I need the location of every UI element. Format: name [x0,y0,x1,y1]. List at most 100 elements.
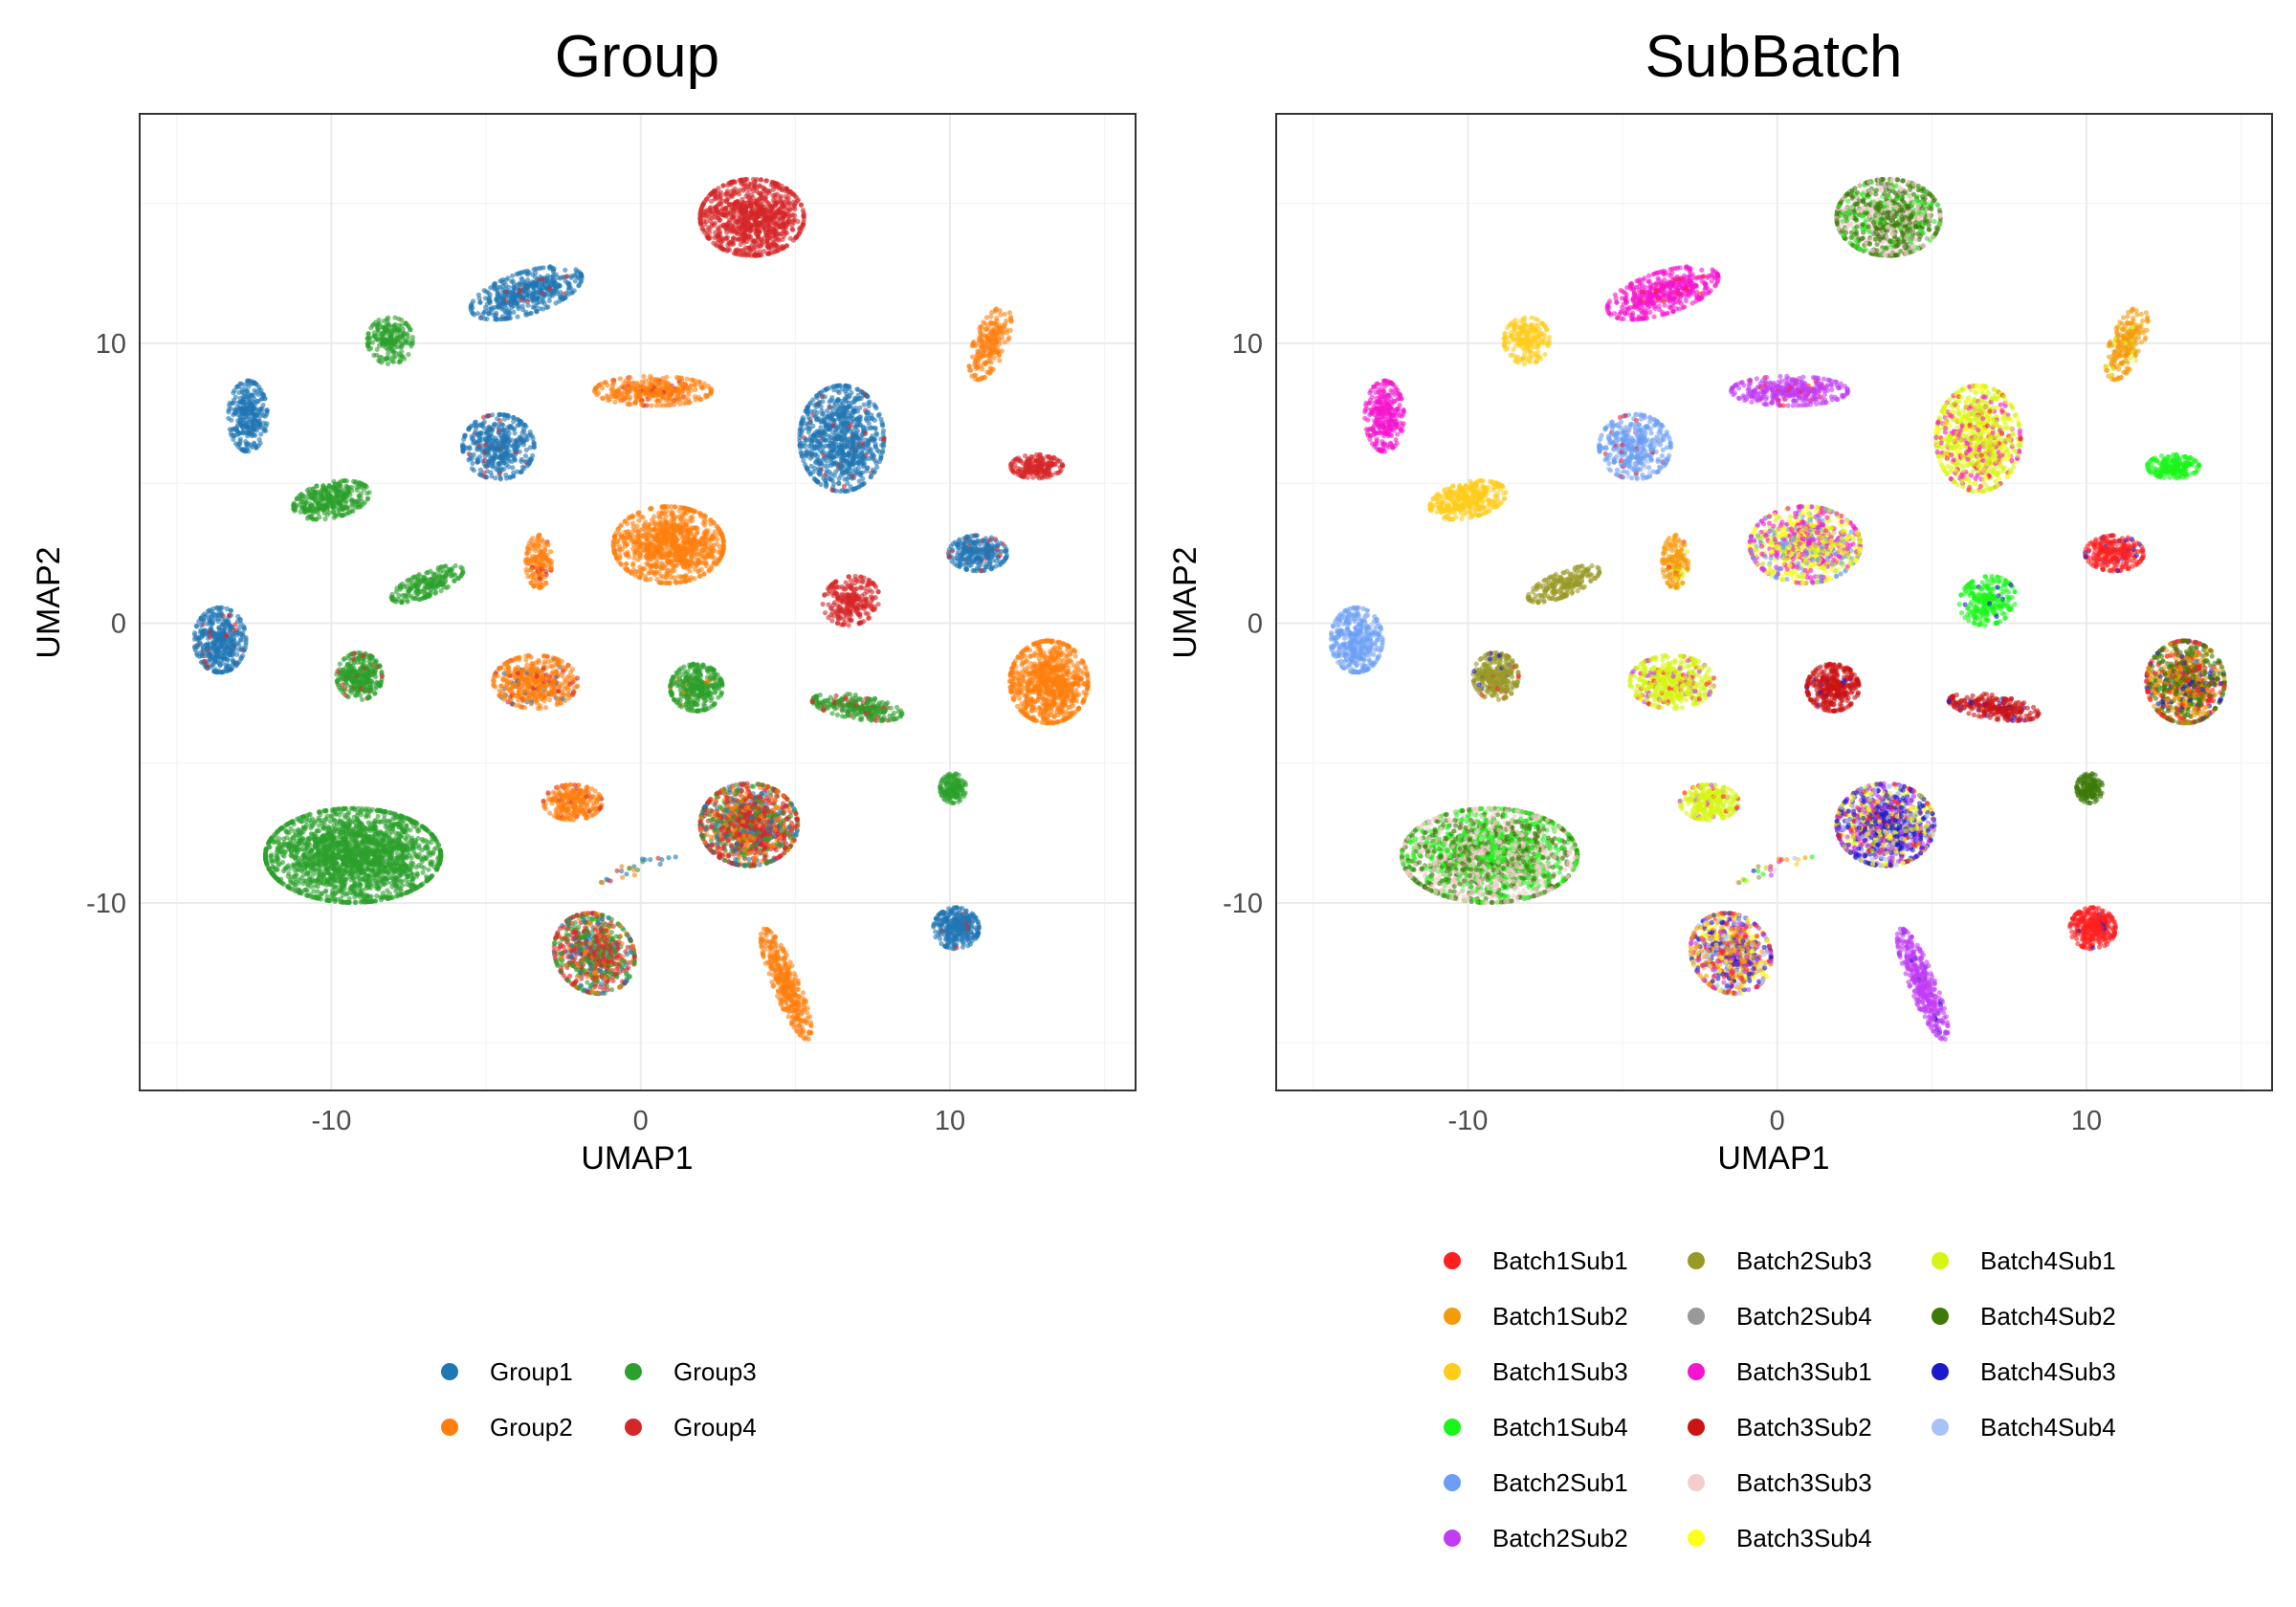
scatter-point [1008,462,1013,467]
scatter-point [822,429,827,433]
scatter-point [503,473,508,477]
scatter-point [727,202,732,207]
scatter-point [479,437,484,442]
scatter-point [752,185,757,189]
scatter-point [232,398,236,403]
scatter-point [237,382,242,386]
scatter-point [687,528,692,533]
scatter-point [798,443,803,448]
scatter-point [487,413,492,418]
scatter-point [663,562,668,567]
scatter-point [823,479,828,484]
scatter-point [624,378,629,383]
scatter-point [986,341,991,345]
scatter-point [828,476,832,481]
scatter-point [678,393,683,398]
scatter-point [627,397,631,402]
scatter-point [344,489,349,494]
scatter-point [748,225,753,230]
scatter-point [1007,310,1012,315]
scatter-point [254,389,258,394]
scatter-point [670,513,674,517]
scatter-point [664,385,669,390]
scatter-point [349,485,354,490]
scatter-point [730,180,735,185]
scatter-point [854,397,859,402]
scatter-point [828,441,832,446]
scatter-point [618,376,623,381]
scatter-point [827,405,831,409]
scatter-point [1033,471,1038,475]
scatter-point [718,244,722,249]
scatter-point [612,400,617,405]
scatter-point [226,416,231,421]
scatter-point [629,402,633,407]
scatter-point [1049,473,1054,477]
scatter-point [292,507,297,512]
scatter-point [403,339,408,343]
scatter-point [251,427,255,431]
scatter-point [787,202,792,207]
scatter-point [494,467,498,472]
scatter-point [625,521,629,526]
scatter-point [653,377,658,382]
scatter-point [845,481,850,486]
scatter-point [880,423,885,428]
scatter-point [848,454,852,459]
scatter-point [345,510,350,515]
scatter-point [612,534,617,539]
scatter-point [494,438,498,443]
scatter-point [525,312,530,317]
scatter-point [1004,319,1008,323]
scatter-point [305,488,310,493]
scatter-point [703,212,708,217]
scatter-point [393,345,398,350]
scatter-point [252,432,256,437]
scatter-point [503,295,508,299]
scatter-point [851,416,856,421]
scatter-point [845,469,850,473]
scatter-point [780,203,784,208]
scatter-point [662,511,667,516]
scatter-point [814,402,819,407]
scatter-point [635,381,640,385]
scatter-point [850,487,855,492]
scatter-point [532,440,537,445]
scatter-point [797,231,802,235]
scatter-point [475,459,480,464]
scatter-point [763,217,768,222]
scatter-point [638,533,643,538]
scatter-point [757,183,762,187]
scatter-point [786,189,791,194]
scatter-point [985,336,990,341]
scatter-point [707,231,712,235]
scatter-point [808,437,813,442]
scatter-point [718,238,722,243]
scatter-point [702,571,707,576]
scatter-point [740,212,744,217]
scatter-point [829,457,834,462]
scatter-point [824,484,828,489]
scatter-point [712,215,717,220]
scatter-point [258,431,263,436]
scatter-point [982,361,987,365]
scatter-point [878,417,883,422]
scatter-point [365,332,370,337]
scatter-point [528,432,533,437]
scatter-point [554,300,559,305]
scatter-point [853,430,858,435]
scatter-point [718,190,723,195]
scatter-point [732,213,737,218]
scatter-point [867,416,872,421]
scatter-point [462,434,467,439]
scatter-point [520,465,525,470]
scatter-point [830,418,835,423]
scatter-point [558,275,563,280]
scatter-point [372,330,377,335]
scatter-point [799,227,804,231]
scatter-point [840,401,845,406]
scatter-point [508,425,513,429]
scatter-point [376,327,381,332]
scatter-point [664,581,669,585]
scatter-point [623,544,628,549]
